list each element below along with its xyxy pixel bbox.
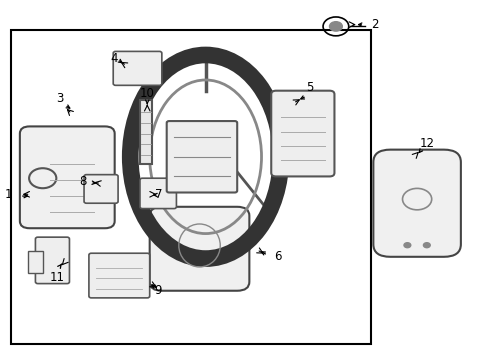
FancyBboxPatch shape (140, 178, 176, 208)
FancyBboxPatch shape (271, 91, 334, 176)
Bar (140, 100, 152, 164)
FancyBboxPatch shape (20, 126, 115, 228)
Bar (28, 251, 42, 273)
Text: 12: 12 (419, 137, 433, 150)
Text: 7: 7 (154, 188, 162, 201)
FancyBboxPatch shape (84, 175, 118, 203)
Text: 9: 9 (154, 284, 162, 297)
Text: 3: 3 (56, 92, 63, 105)
Text: 11: 11 (50, 271, 65, 284)
Text: 4: 4 (111, 52, 118, 65)
Text: 2: 2 (370, 18, 378, 31)
FancyBboxPatch shape (113, 51, 162, 85)
Text: 6: 6 (273, 250, 281, 263)
FancyBboxPatch shape (372, 150, 460, 257)
Circle shape (403, 243, 410, 248)
Text: 10: 10 (140, 87, 154, 100)
Text: 8: 8 (79, 175, 86, 188)
FancyBboxPatch shape (149, 207, 249, 291)
FancyBboxPatch shape (89, 253, 149, 298)
Circle shape (423, 243, 429, 248)
Text: 5: 5 (306, 81, 313, 94)
Circle shape (329, 22, 342, 31)
Bar (11, 30, 370, 344)
FancyBboxPatch shape (166, 121, 237, 193)
FancyBboxPatch shape (35, 237, 69, 284)
Text: 1: 1 (4, 188, 12, 201)
